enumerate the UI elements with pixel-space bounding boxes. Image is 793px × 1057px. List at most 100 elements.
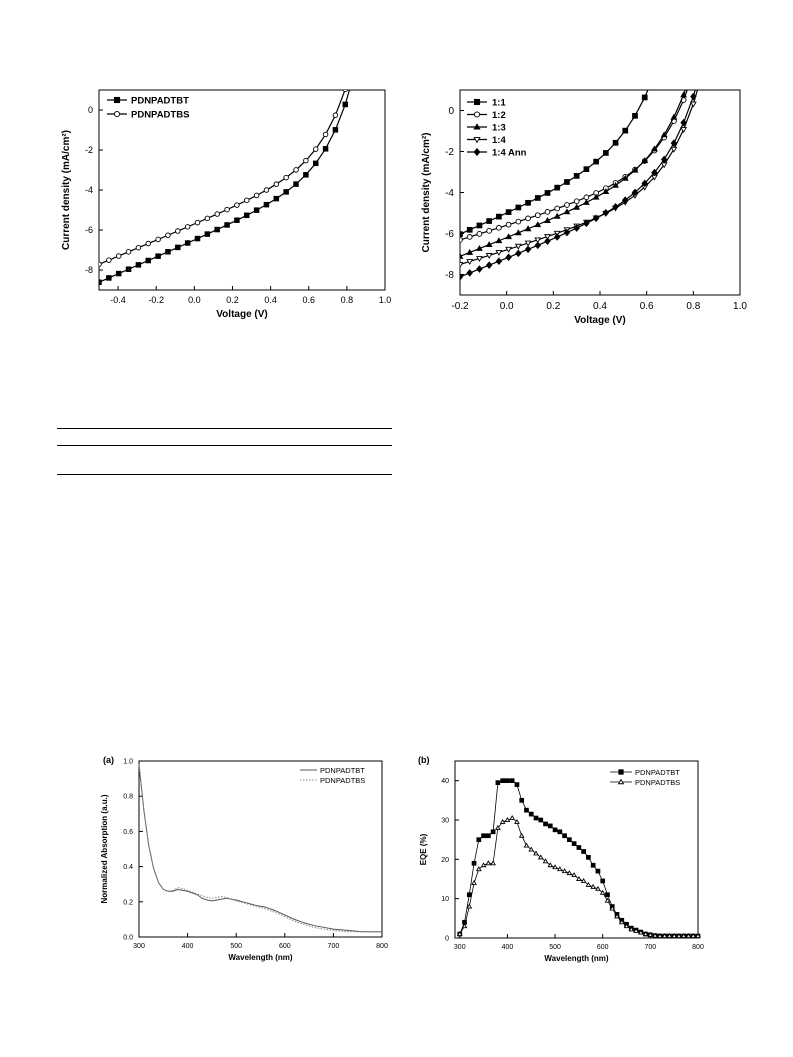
data-point <box>466 892 472 898</box>
x-tick-label: 300 <box>454 944 466 951</box>
data-point <box>561 868 568 874</box>
series-line-PDNPADTBS <box>99 90 346 265</box>
y-tick-label: 40 <box>441 778 449 785</box>
legend-marker <box>473 111 481 118</box>
data-point <box>466 248 474 255</box>
data-point <box>605 892 610 898</box>
x-axis-label: Voltage (V) <box>216 309 267 320</box>
data-point <box>538 817 544 823</box>
plot-frame <box>138 760 383 938</box>
data-point <box>524 225 532 232</box>
data-point <box>581 849 586 854</box>
y-tick-label: 0.2 <box>123 899 133 906</box>
data-point <box>563 228 571 237</box>
data-point <box>543 821 548 827</box>
data-point <box>125 249 132 255</box>
data-point <box>614 913 620 919</box>
y-tick-label: -8 <box>85 265 93 275</box>
data-point <box>689 101 697 108</box>
data-point <box>460 231 463 238</box>
data-point <box>670 113 678 120</box>
data-point <box>547 862 554 868</box>
x-tick-label: 800 <box>376 943 388 950</box>
data-point <box>633 927 639 933</box>
data-point <box>583 166 590 173</box>
y-tick-label: 10 <box>441 896 449 903</box>
data-point <box>322 131 329 138</box>
data-point <box>593 158 599 165</box>
data-point <box>618 919 625 925</box>
data-point <box>685 933 692 939</box>
data-point <box>680 933 687 939</box>
data-point <box>542 858 549 864</box>
legend-label: 1:4 Ann <box>492 148 527 159</box>
legend-label: 1:1 <box>492 98 506 109</box>
y-tick-label: -4 <box>445 188 454 199</box>
x-tick-label: 0.2 <box>546 301 560 312</box>
y-tick-label: 30 <box>441 817 449 824</box>
data-point <box>534 237 542 244</box>
data-point <box>505 778 510 784</box>
data-point <box>544 190 551 196</box>
data-point <box>485 261 493 269</box>
data-point <box>224 206 230 213</box>
data-point <box>204 231 211 237</box>
data-point <box>293 167 299 173</box>
data-point <box>661 933 668 939</box>
data-point <box>670 139 678 147</box>
data-point <box>466 269 473 277</box>
data-point <box>456 931 463 937</box>
y-tick-label: 0 <box>88 105 93 115</box>
data-point <box>263 187 270 193</box>
y-tick-label: 1.0 <box>123 758 133 765</box>
x-tick-label: 500 <box>549 944 561 951</box>
absorption-chart-svg: 300 400 500 600 700 800 0.0 0.2 0.4 0.6 0.8 1.0 Wave… <box>100 755 388 962</box>
y-tick-label: -6 <box>85 225 93 235</box>
data-point <box>651 168 658 177</box>
data-point <box>283 174 289 181</box>
data-point <box>155 236 161 243</box>
data-point <box>695 933 701 939</box>
x-tick-label: 800 <box>692 944 704 951</box>
data-point <box>554 205 561 212</box>
table-top-rule <box>57 428 392 429</box>
data-point <box>553 212 561 219</box>
data-point <box>544 237 551 245</box>
table-bottom-rule <box>57 474 392 475</box>
series-group <box>99 90 351 286</box>
data-point <box>547 823 553 829</box>
data-point <box>505 253 512 262</box>
data-point <box>490 860 496 866</box>
data-point <box>495 249 503 256</box>
data-point <box>573 198 580 205</box>
data-point <box>514 243 522 250</box>
x-tick-label: 0.4 <box>264 295 277 305</box>
data-point <box>641 179 648 188</box>
absorption-chart: 300 400 500 600 700 800 0.0 0.2 0.4 0.6 0.8 1.0 Wave… <box>95 750 395 980</box>
data-point <box>602 150 609 156</box>
data-point <box>515 249 522 258</box>
series-group <box>460 90 699 281</box>
data-point <box>631 166 639 173</box>
x-axis-label: Wavelength (nm) <box>544 954 608 963</box>
x-tick-label: 0.8 <box>341 295 354 305</box>
data-point <box>342 90 348 93</box>
jv-chart-ratios: -0.2 0.0 0.2 0.4 0.6 0.8 1.0 0 -2 -4 -6 -8 Voltage (… <box>415 80 760 340</box>
data-point <box>592 214 600 223</box>
data-point <box>115 270 122 277</box>
legend-label: 1:2 <box>492 110 506 121</box>
data-point <box>303 157 309 164</box>
data-point <box>224 222 230 228</box>
legend: PDNPADTBT PDNPADTBS <box>107 96 189 121</box>
data-point <box>509 778 515 784</box>
data-point <box>690 933 697 939</box>
data-point <box>660 155 668 164</box>
data-point <box>556 866 563 872</box>
data-point <box>500 778 505 784</box>
x-tick-label: -0.2 <box>451 301 469 312</box>
data-point <box>660 131 668 138</box>
x-tick-label: 0.6 <box>302 295 315 305</box>
data-point <box>476 222 483 229</box>
jv-chart-ratios-svg: -0.2 0.0 0.2 0.4 0.6 0.8 1.0 0 -2 -4 -6 -8 Voltage (… <box>421 89 747 326</box>
data-point <box>485 860 492 866</box>
